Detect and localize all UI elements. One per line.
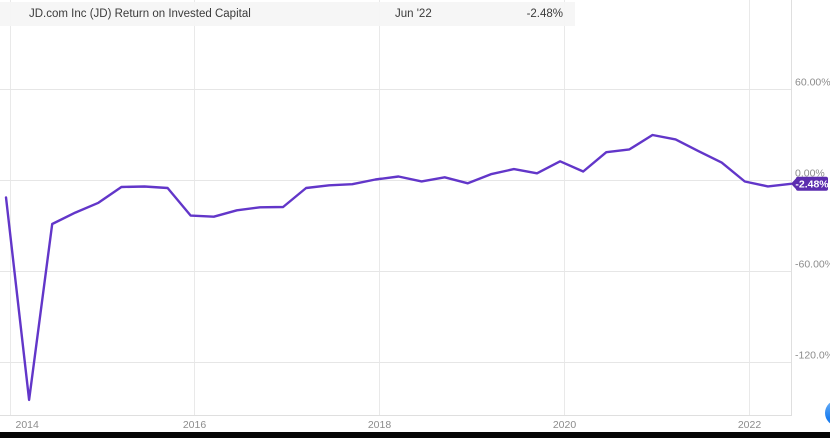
x-axis-label: 2022 — [738, 419, 762, 431]
last-value-badge-text: -2.48% — [795, 178, 829, 190]
series-line[interactable] — [4, 133, 793, 402]
hover-date-label: Jun '22 — [395, 8, 432, 20]
y-axis-label: 0.00% — [795, 168, 825, 180]
x-axis-label: 2020 — [553, 419, 577, 431]
y-axis-label: -60.00% — [795, 259, 830, 271]
last-value-badge — [796, 176, 828, 191]
bottom-border-bar — [0, 432, 830, 438]
x-axis-label: 2016 — [183, 419, 207, 431]
chat-widget-button[interactable] — [825, 400, 830, 426]
x-axis-label: 2014 — [16, 419, 40, 431]
y-axis-label: 60.00% — [795, 77, 830, 89]
series-legend-label: JD.com Inc (JD) Return on Invested Capit… — [29, 8, 251, 20]
legend-item-jd-roic[interactable]: JD.com Inc (JD) Return on Invested Capit… — [0, 8, 251, 20]
last-value-badge-arrow — [791, 177, 797, 191]
legend-bar: JD.com Inc (JD) Return on Invested Capit… — [0, 2, 575, 26]
y-axis-label: -120.0% — [795, 350, 830, 362]
hover-value-label: -2.48% — [526, 8, 563, 20]
series-color-dot — [15, 11, 22, 18]
x-axis-label: 2018 — [368, 419, 392, 431]
